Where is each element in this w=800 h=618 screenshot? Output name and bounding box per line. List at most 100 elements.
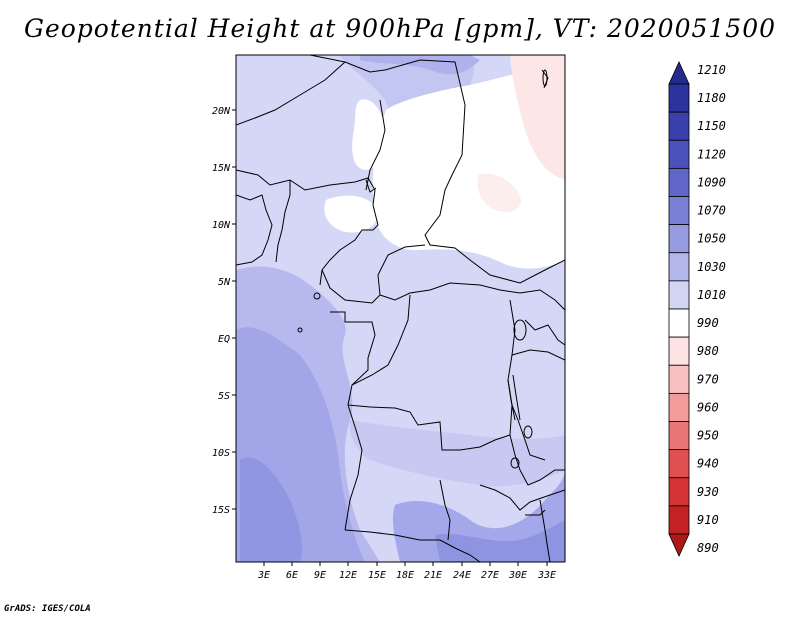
colorbar-swatch [668, 224, 690, 254]
border-path [507, 299, 516, 436]
map-title: Geopotential Height at 900hPa [gpm], VT:… [23, 14, 777, 43]
lake-outline [365, 179, 377, 193]
lat-label: 10N [212, 220, 231, 231]
colorbar-label: 1050 [697, 232, 726, 246]
field-1070-1090-south [435, 520, 565, 562]
lon-label: 27E [481, 570, 499, 581]
field-980-990 [510, 55, 565, 180]
colorbar-label: 980 [697, 344, 719, 358]
lon-label: 6E [286, 570, 298, 581]
lat-label: EQ [218, 334, 230, 345]
lon-label: 24E [453, 570, 471, 581]
border-path [365, 99, 386, 191]
lake-outline [512, 374, 521, 421]
border-path [309, 55, 565, 284]
latitude-axis: 20N 15N 10N 5N EQ 5S 10S 15S [212, 106, 236, 516]
colorbar-swatch [668, 83, 690, 113]
lake-outline [510, 457, 520, 469]
border-path [236, 194, 273, 266]
lake-outline [513, 319, 527, 341]
border-path [344, 529, 481, 562]
lon-label: 3E [257, 570, 270, 581]
colorbar-swatch [668, 61, 690, 85]
border-path [236, 169, 376, 206]
lat-label: 10S [212, 448, 230, 459]
lake-outline [507, 379, 516, 421]
lake-outline [523, 425, 533, 439]
colorbar-label: 930 [697, 485, 719, 499]
lakes-and-coasts [297, 69, 549, 516]
border-path [347, 404, 511, 451]
height-field [236, 55, 565, 562]
lon-label: 21E [424, 570, 442, 581]
colorbar-swatch [668, 477, 690, 507]
colorbar-swatch [668, 392, 690, 422]
colorbar-label: 890 [697, 541, 719, 555]
lon-label: 33E [537, 570, 556, 581]
border-path [330, 311, 376, 386]
credit-label: GrADS: IGES/COLA [4, 604, 91, 614]
colorbar-label: 1030 [697, 260, 726, 274]
field-1030-central [349, 420, 565, 487]
colorbar-label: 1070 [697, 204, 726, 218]
lon-label: 9E [314, 570, 326, 581]
border-path [379, 282, 565, 311]
border-path [511, 404, 546, 461]
colorbar-swatch [668, 139, 690, 169]
border-path [509, 434, 565, 486]
colorbar-label: 1090 [697, 175, 726, 189]
border-path [479, 484, 565, 511]
colorbar-swatch [668, 196, 690, 226]
colorbar-label: 990 [697, 316, 719, 330]
colorbar-label: 910 [697, 513, 719, 527]
colorbar-swatch [668, 167, 690, 197]
lon-label: 30E [508, 570, 527, 581]
border-path [347, 294, 411, 406]
colorbar-label: 1010 [697, 288, 726, 302]
field-1030-north [340, 55, 475, 135]
lake-outline [525, 509, 546, 516]
lat-label: 5N [218, 277, 231, 288]
colorbar-swatch [668, 336, 690, 366]
lake-outline [541, 69, 549, 89]
lake-outline [297, 327, 303, 333]
colorbar-swatch [668, 421, 690, 451]
field-1070-1090-southwest [240, 457, 302, 562]
field-990-1010-northeast [372, 60, 565, 269]
lat-label: 20N [212, 106, 231, 117]
longitude-axis: 3E 6E 9E 12E 15E 18E 21E 24E 27E 30E 33E [257, 562, 556, 581]
field-990-1010-west [324, 195, 379, 233]
colorbar-swatch [668, 364, 690, 394]
colorbar-label: 940 [697, 457, 719, 471]
lon-label: 18E [396, 570, 414, 581]
border-path [344, 404, 363, 531]
border-path [275, 180, 291, 263]
field-980-990-patch [477, 173, 521, 212]
colorbar-swatch [668, 308, 690, 338]
colorbar-swatch [668, 111, 690, 141]
colorbar-label: 1150 [697, 119, 726, 133]
border-path [439, 479, 451, 541]
lon-label: 12E [339, 570, 357, 581]
field-1050-north [360, 55, 480, 75]
colorbar-label: 950 [697, 429, 719, 443]
border-path [539, 499, 551, 562]
lat-label: 15S [212, 505, 230, 516]
border-path [319, 204, 379, 286]
lake-outline [313, 292, 321, 300]
colorbar-swatch [668, 533, 690, 557]
lat-label: 15N [212, 163, 231, 174]
border-path [511, 349, 565, 361]
map-frame [235, 54, 566, 563]
colorbar-label: 1120 [697, 147, 726, 161]
lon-label: 15E [368, 570, 386, 581]
colorbar-label: 970 [697, 372, 719, 386]
border-path [236, 61, 346, 126]
lat-label: 5S [218, 391, 230, 402]
colorbar-label: 960 [697, 400, 719, 414]
border-path [524, 319, 565, 346]
colorbar-swatch [668, 252, 690, 282]
colorbar-swatch [668, 280, 690, 310]
colorbar-label: 1210 [697, 63, 726, 77]
